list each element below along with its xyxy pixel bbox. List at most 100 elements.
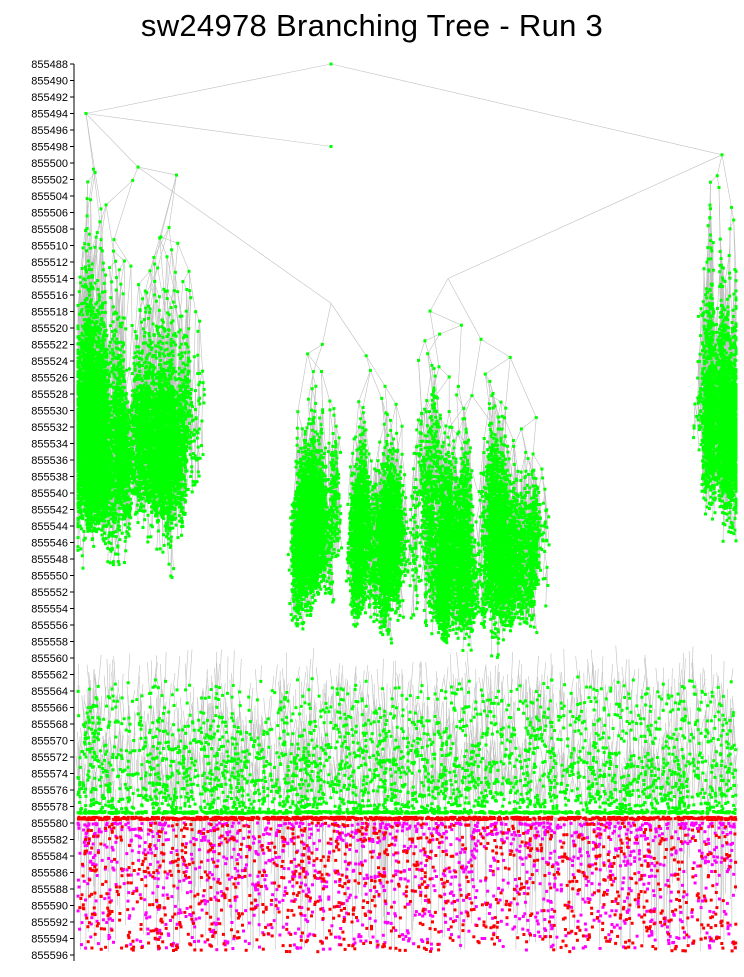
tree-edge [385,386,396,404]
y-tick-label: 855564 [31,686,68,698]
y-tick-label: 855508 [31,224,68,236]
y-tick-label: 855588 [31,884,68,896]
y-tick-label: 855548 [31,554,68,566]
y-tick-label: 855510 [31,241,68,253]
tree-edge [86,64,331,114]
tree-edge [449,412,452,428]
y-tick-label: 855578 [31,802,68,814]
y-tick-label: 855492 [31,92,68,104]
y-tick-label: 855504 [31,191,68,203]
y-axis: 8554888554908554928554948554968554988555… [31,59,74,962]
y-tick-label: 855594 [31,934,68,946]
tree-edge [322,372,323,410]
tree-edge [106,205,113,251]
tree-edge [391,404,397,430]
tree-edge [330,410,333,434]
tree-edge [298,354,308,412]
tree-edge [430,311,439,367]
y-tick-label: 855586 [31,868,68,880]
y-tick-label: 855506 [31,208,68,220]
tree-edge [514,429,522,447]
tree-edge [363,413,364,428]
y-tick-label: 855568 [31,719,68,731]
tree-edge [86,114,138,168]
y-tick-label: 855552 [31,587,68,599]
y-tick-label: 855562 [31,670,68,682]
tree-edge [194,312,195,357]
tree-edge [521,429,525,453]
y-tick-label: 855550 [31,571,68,583]
tree-edge [129,326,132,369]
y-tick-label: 855542 [31,505,68,517]
y-tick-label: 855566 [31,703,68,715]
tree-edge [521,418,536,429]
tree-edge [430,311,461,325]
tree-edge [133,167,138,180]
tree-edge [178,243,189,271]
tree-edge [111,240,114,298]
tree-edge [510,357,536,417]
y-tick-label: 855532 [31,422,68,434]
y-tick-label: 855590 [31,901,68,913]
y-tick-label: 855546 [31,538,68,550]
y-tick-label: 855540 [31,488,68,500]
y-tick-label: 855498 [31,142,68,154]
y-tick-label: 855528 [31,389,68,401]
tree-edge [397,426,402,451]
y-tick-label: 855596 [31,950,68,962]
tree-edge [732,207,734,220]
tree-edge [419,341,425,361]
y-tick-label: 855490 [31,76,68,88]
tree-edge [183,271,189,281]
y-tick-label: 855558 [31,637,68,649]
tree-edge [370,370,381,398]
tree-edge [143,299,146,312]
tree-edge [366,356,370,371]
tree-edge [419,360,422,413]
y-tick-label: 855544 [31,521,68,533]
tree-edge [521,452,526,472]
y-tick-label: 855592 [31,917,68,929]
y-tick-label: 855574 [31,769,68,781]
tree-edge [501,402,502,416]
tree-edge [100,222,101,249]
tree-edge [139,271,150,285]
y-tick-label: 855522 [31,340,68,352]
y-tick-label: 855520 [31,323,68,335]
y-tick-label: 855576 [31,785,68,797]
y-tick-label: 855572 [31,752,68,764]
tree-edge [175,243,177,272]
tree-edge [363,370,370,407]
tree-edge [472,339,481,395]
tree-edge [322,372,330,402]
tree-edge [298,412,303,429]
tree-edge [722,155,732,208]
y-tick-label: 855582 [31,835,68,847]
tree-edge [126,266,131,329]
tree-edge [200,321,203,371]
tree-edge [485,357,510,374]
y-tick-label: 855512 [31,257,68,269]
tree-edge [448,279,481,340]
y-tick-label: 855502 [31,175,68,187]
tree-edge [390,430,391,452]
tree-edge [331,64,722,155]
tree-edge [472,471,480,501]
y-tick-label: 855554 [31,604,68,616]
tree-edge [131,266,132,325]
y-tick-label: 855516 [31,290,68,302]
tree-edge [457,395,459,432]
y-tick-label: 855570 [31,736,68,748]
tree-edge [86,114,331,147]
y-tick-label: 855538 [31,472,68,484]
tree-edge [194,357,195,391]
y-tick-label: 855536 [31,455,68,467]
tree-edge [458,325,461,386]
tree-edge [148,257,154,306]
y-tick-label: 855530 [31,406,68,418]
tree-edge [448,155,722,279]
tree-edge [533,418,536,454]
y-tick-label: 855494 [31,109,68,121]
tree-edge [717,176,719,188]
